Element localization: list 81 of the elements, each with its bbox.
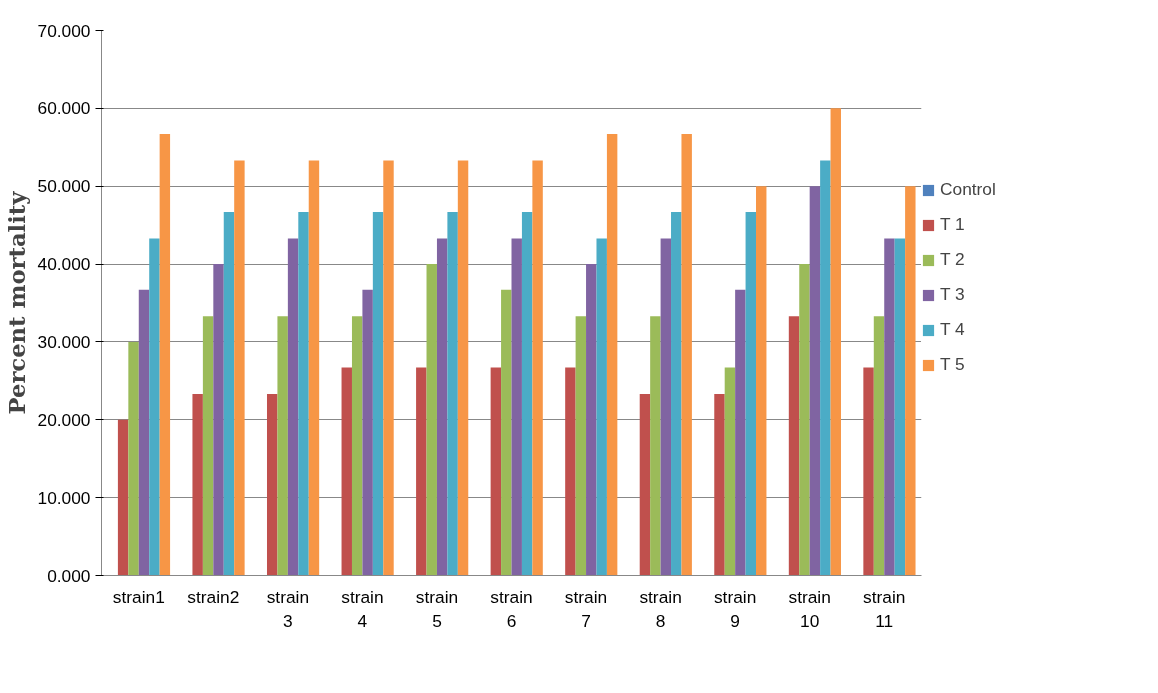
y-tick-label: 30.000 [37, 331, 91, 352]
legend-label: T 2 [940, 249, 965, 270]
bar [159, 134, 171, 576]
bar [192, 394, 203, 576]
bar [128, 341, 139, 576]
bar [416, 367, 427, 576]
x-tick-label: strain 3 [266, 586, 310, 631]
bar [308, 160, 320, 576]
bar [660, 238, 672, 576]
legend-label: T 4 [940, 319, 965, 340]
x-tick-label: strain 8 [639, 586, 682, 631]
x-tick-label: strain 5 [415, 586, 459, 631]
bar [298, 211, 309, 576]
y-tick-label: 50.000 [37, 176, 91, 197]
bar [223, 211, 235, 576]
bar [532, 160, 543, 576]
bar [724, 367, 736, 576]
bar [426, 264, 437, 576]
y-axis-title: Percent mortality [3, 190, 30, 415]
bar [277, 316, 288, 576]
x-tick-label: strain 9 [713, 586, 757, 631]
bar [650, 316, 661, 576]
bar [351, 316, 363, 576]
bar [457, 160, 469, 576]
bar [521, 211, 533, 576]
bar [565, 367, 576, 576]
legend-label: T 5 [940, 354, 965, 375]
legend-label: T 3 [940, 284, 965, 305]
bar [735, 289, 746, 576]
bar [234, 160, 245, 576]
bar [894, 238, 906, 576]
x-tick-label: strain 10 [788, 586, 831, 631]
bar [490, 367, 502, 576]
bar [606, 134, 618, 576]
bar [138, 289, 150, 576]
bar [202, 316, 214, 576]
bar [372, 211, 384, 576]
x-tick-label: strain1 [112, 586, 165, 607]
bar [213, 264, 224, 576]
bar [681, 134, 692, 576]
x-tick-label: strain2 [187, 586, 240, 607]
bar [596, 238, 607, 576]
x-tick-label: strain 7 [564, 586, 608, 631]
bar [575, 316, 587, 576]
bar [287, 238, 299, 576]
bar [266, 394, 278, 576]
bar [501, 289, 512, 576]
y-tick-label: 0.000 [47, 565, 91, 586]
bar [436, 238, 448, 576]
y-tick-label: 60.000 [37, 98, 91, 119]
bar [884, 238, 895, 576]
x-tick-label: strain 6 [490, 586, 533, 631]
legend-label: Control [940, 179, 996, 200]
bar [586, 264, 597, 576]
y-tick-label: 20.000 [37, 409, 91, 430]
bar [820, 160, 831, 576]
bar [788, 316, 800, 576]
bar [745, 211, 757, 576]
bar [756, 186, 767, 576]
bar [809, 186, 821, 576]
bar [117, 419, 129, 576]
bar [714, 394, 725, 576]
bar [511, 238, 522, 576]
y-tick-label: 40.000 [37, 254, 91, 275]
legend-label: T 1 [940, 214, 965, 235]
bar [830, 108, 841, 576]
bar [341, 367, 352, 576]
bar [447, 211, 458, 576]
bar [383, 160, 394, 576]
x-tick-label: strain 4 [341, 586, 384, 631]
bar [863, 367, 874, 576]
bar [671, 211, 682, 576]
bar [362, 289, 373, 576]
bar [873, 316, 885, 576]
y-tick-label: 10.000 [37, 487, 91, 508]
bar [149, 238, 160, 576]
bar [905, 186, 916, 576]
bar [639, 394, 651, 576]
x-tick-label: strain 11 [863, 586, 906, 631]
bar [799, 264, 810, 576]
y-tick-label: 70.000 [37, 20, 91, 41]
